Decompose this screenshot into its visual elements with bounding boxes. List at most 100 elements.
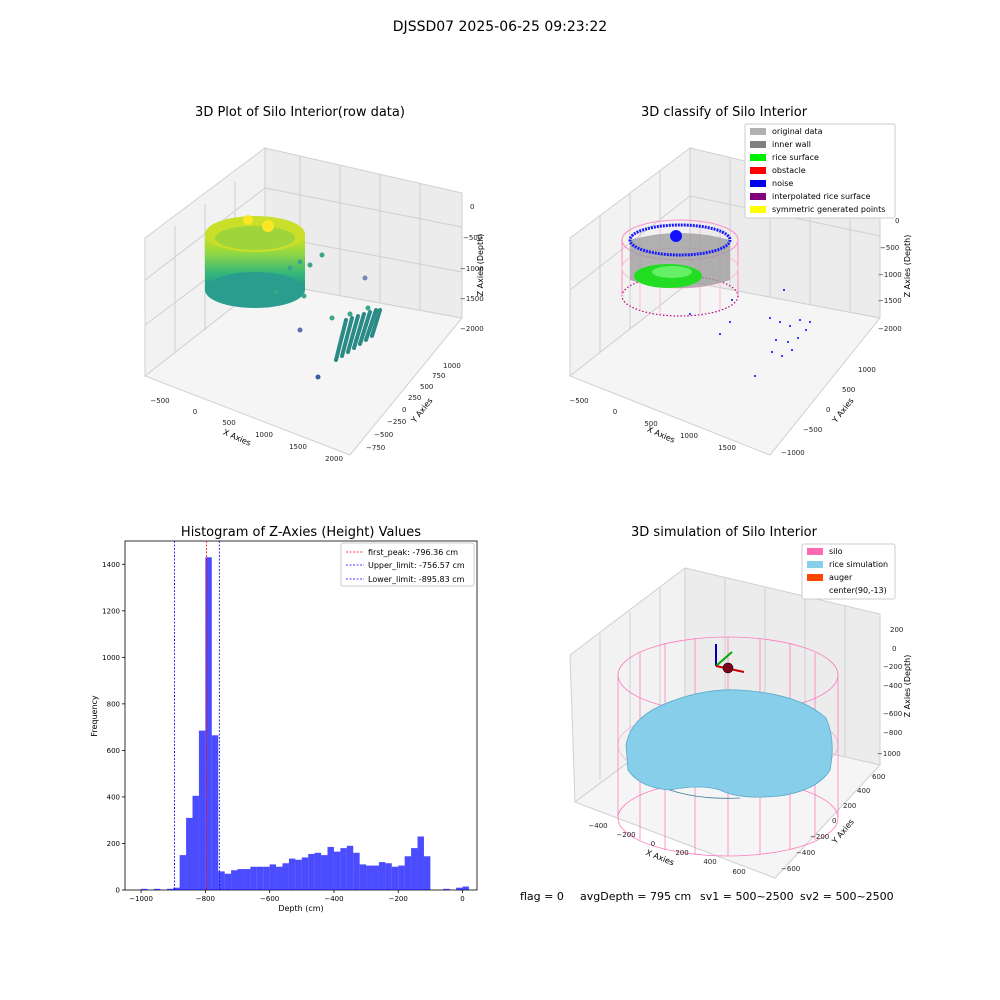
panel-simulation-3d: 3D simulation of Silo Interior: [569, 525, 912, 879]
p4-xtick: 400: [703, 858, 716, 866]
p4-ztick: −1000: [877, 750, 901, 758]
p1-ytick: 500: [420, 383, 433, 391]
legend-swatch-obstacle: [750, 167, 766, 174]
histogram-bar: [282, 863, 289, 890]
histogram-y-ticks: 0 200 400 600 800 1000 1200 1400: [102, 561, 125, 895]
histogram-bar: [205, 557, 212, 890]
p1-xtick: 0: [193, 408, 197, 416]
status-avg-depth: avgDepth = 795 cm: [580, 890, 691, 903]
histogram-bar: [166, 888, 174, 890]
legend-label: first_peak: -796.36 cm: [368, 548, 458, 557]
y-tick-label: 0: [116, 887, 120, 895]
panel2-title: 3D classify of Silo Interior: [641, 105, 808, 120]
status-flag: flag = 0: [520, 890, 564, 903]
histogram-bar: [378, 862, 386, 890]
y-tick-label: 800: [107, 700, 120, 708]
p4-xtick: −400: [588, 822, 607, 830]
histogram-bar: [224, 873, 232, 890]
histogram-bar: [404, 856, 412, 890]
histogram-bars: [141, 557, 469, 890]
p2-xtick: 1500: [718, 444, 736, 452]
hist-xlabel: Depth (cm): [278, 904, 323, 913]
y-tick-label: 1400: [102, 561, 120, 569]
legend-swatch-auger: [807, 574, 823, 581]
p4-ytick: −200: [810, 833, 829, 841]
x-tick-label: −200: [389, 895, 408, 903]
p1-ytick: −500: [374, 431, 393, 439]
x-tick-label: −600: [260, 895, 279, 903]
legend-swatch-rice-simulation: [807, 561, 823, 568]
p4-ztick: −200: [883, 663, 902, 671]
histogram-bar: [462, 886, 469, 890]
legend-swatch-interpolated: [750, 193, 766, 200]
legend-swatch-original-data: [750, 128, 766, 135]
panel1-scatter-points: [273, 252, 371, 380]
legend-label: auger: [829, 573, 853, 582]
panel4-auger: [715, 644, 745, 674]
histogram-bar: [179, 855, 187, 890]
p4-ytick: 400: [857, 787, 870, 795]
panel1-axes-box: [143, 147, 463, 456]
panel4-ticks: −400 −200 0 200 400 600 −600 −400 −200 0…: [588, 626, 903, 876]
figure-title: DJSSD07 2025-06-25 09:23:22: [393, 19, 607, 35]
histogram-bar: [301, 857, 309, 890]
histogram-bar: [173, 887, 180, 890]
legend-swatch-silo: [807, 548, 823, 555]
legend-label: noise: [772, 179, 793, 188]
p1-ytick: 750: [432, 372, 445, 380]
histogram-bar: [353, 852, 360, 890]
histogram-vlines: [174, 541, 220, 890]
panel-classify-3d: 3D classify of Silo Interior: [569, 105, 912, 457]
histogram-bar: [443, 888, 450, 890]
p1-ztick: −1000: [460, 265, 484, 273]
histogram-bar: [456, 887, 463, 890]
histogram-bar: [211, 735, 219, 890]
p2-ytick: 1000: [858, 366, 876, 374]
legend-label: Lower_limit: -895.83 cm: [368, 575, 465, 584]
legend-label: interpolated rice surface: [772, 192, 870, 201]
histogram-bar: [366, 865, 373, 890]
legend-label: rice surface: [772, 153, 819, 162]
p1-zlabel: Z Axies (Depth): [476, 234, 485, 297]
panel-raw-3d: 3D Plot of Silo Interior(row data): [143, 105, 485, 463]
status-sv1: sv1 = 500~2500: [700, 890, 794, 903]
histogram-bar: [231, 870, 238, 890]
p1-ztick: −2000: [460, 325, 484, 333]
histogram-bar: [243, 869, 251, 890]
histogram-bar: [340, 848, 347, 890]
histogram-bar: [256, 866, 264, 890]
histogram-bar: [359, 864, 367, 890]
p4-ytick: 600: [872, 773, 885, 781]
histogram-bar: [333, 851, 341, 890]
p1-xtick: 1000: [255, 431, 273, 439]
p4-ztick: −400: [883, 682, 902, 690]
p4-ztick: −800: [883, 729, 902, 737]
histogram-bar: [269, 864, 277, 890]
legend-swatch-rice-surface: [750, 154, 766, 161]
p1-xtick: 2000: [325, 455, 343, 463]
histogram-bar: [192, 795, 199, 890]
p1-ytick: 250: [408, 394, 421, 402]
histogram-bar: [218, 871, 225, 890]
histogram-bar: [372, 865, 379, 890]
p4-ytick: −400: [796, 849, 815, 857]
panel1-title: 3D Plot of Silo Interior(row data): [195, 105, 405, 120]
histogram-bar: [327, 846, 334, 890]
p4-zlabel: Z Axies (Depth): [903, 655, 912, 718]
panel2-noise-points: [689, 289, 811, 377]
histogram-bar: [153, 888, 161, 890]
p2-ztick: −1000: [878, 271, 902, 279]
status-footer: flag = 0 avgDepth = 795 cm sv1 = 500~250…: [520, 890, 894, 903]
p4-ztick: 200: [890, 626, 903, 634]
p4-xtick: 200: [675, 849, 688, 857]
y-tick-label: 600: [107, 747, 120, 755]
p2-ztick: 0: [895, 217, 899, 225]
legend-label: silo: [829, 547, 843, 556]
panel2-ticks: −500 0 500 1000 1500 −1000 −500 0 500 10…: [569, 217, 901, 457]
p1-ztick: 0: [470, 203, 474, 211]
p4-ytick: 0: [832, 817, 836, 825]
p2-xtick: 0: [613, 408, 617, 416]
y-tick-label: 1200: [102, 607, 120, 615]
p2-xtick: 500: [644, 420, 657, 428]
p1-ytick: 1000: [443, 362, 461, 370]
